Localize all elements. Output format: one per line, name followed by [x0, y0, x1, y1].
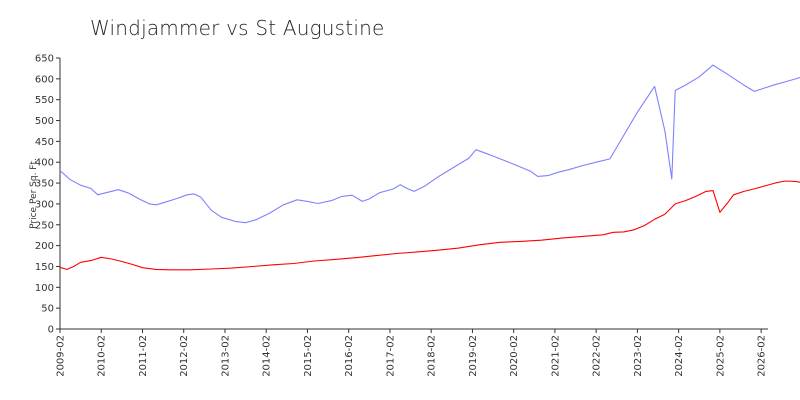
x-tick-label: 2018-02	[427, 335, 438, 377]
y-axis-title: Price Per Sq. Ft.	[29, 158, 39, 229]
y-tick-label: 200	[35, 241, 54, 252]
x-tick-label: 2012-02	[179, 335, 190, 377]
x-tick-label: 2013-02	[220, 335, 231, 377]
chart-title: Windjammer vs St Augustine	[90, 16, 385, 40]
y-tick-label: 350	[35, 179, 54, 190]
axes: 0 50 100 150 200 250 300 350 400 450 500 550 600 650 2…	[35, 54, 768, 377]
x-tick-label: 2024-02	[674, 335, 685, 377]
x-tick-label: 2025-02	[715, 335, 726, 377]
x-tick-label: 2015-02	[303, 335, 314, 377]
y-tick-label: 100	[35, 283, 54, 294]
x-tick-label: 2020-02	[509, 335, 520, 377]
series-line-1	[59, 64, 800, 224]
x-tick-label: 2016-02	[344, 335, 355, 377]
x-tick-label: 2019-02	[468, 335, 479, 377]
x-tick-label: 2023-02	[633, 335, 644, 377]
x-tick-label: 2022-02	[592, 335, 603, 377]
x-tick-label: 2010-02	[97, 335, 108, 377]
x-tick-label: 2017-02	[385, 335, 396, 377]
series-lines	[59, 64, 800, 271]
y-tick-label: 50	[41, 304, 54, 315]
y-tick-label: 600	[35, 74, 54, 85]
y-tick-label: 150	[35, 262, 54, 273]
x-tick-label: 2014-02	[262, 335, 273, 377]
x-tick-label: 2011-02	[138, 335, 149, 377]
x-tick-label: 2021-02	[550, 335, 561, 377]
y-tick-label: 650	[35, 54, 54, 65]
y-tick-label: 250	[35, 220, 54, 231]
y-tick-label: 0	[48, 325, 54, 336]
y-tick-label: 500	[35, 116, 54, 127]
y-tick-label: 450	[35, 137, 54, 148]
x-tick-label: 2009-02	[56, 335, 67, 377]
y-tick-label: 400	[35, 158, 54, 169]
y-tick-label: 550	[35, 95, 54, 106]
series-line-2	[59, 180, 800, 271]
y-tick-label: 300	[35, 199, 54, 210]
x-tick-label: 2026-02	[757, 335, 768, 377]
